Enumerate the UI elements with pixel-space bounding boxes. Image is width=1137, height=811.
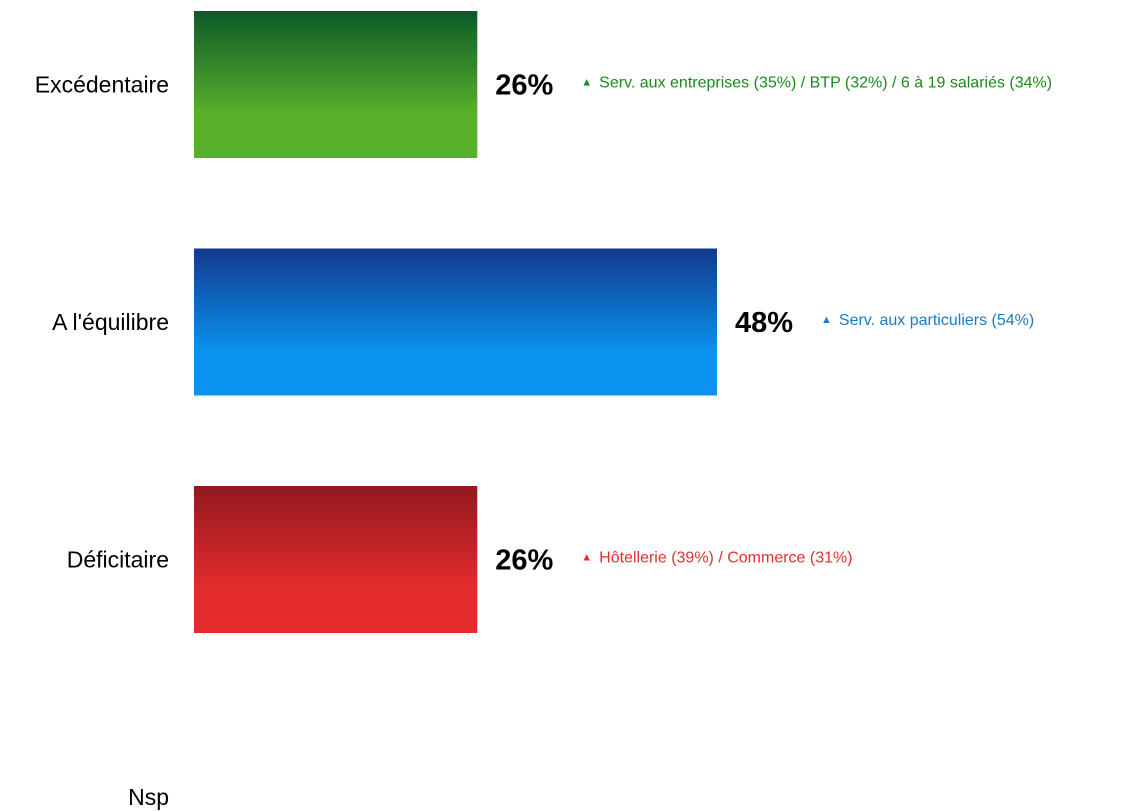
value-label-a-l-equilibre: 48%	[735, 307, 793, 339]
up-triangle-icon: ▲	[821, 314, 832, 326]
value-label-deficitaire: 26%	[495, 545, 553, 577]
labels-layer: Excédentaire 26% ▲ Serv. aux entreprises (3…	[35, 70, 1052, 811]
annotation-text: Hôtellerie (39%) / Commerce (31%)	[599, 550, 852, 567]
annotation-deficitaire: ▲ Hôtellerie (39%) / Commerce (31%)	[581, 550, 852, 567]
annotation-text: Serv. aux entreprises (35%) / BTP (32%) …	[599, 75, 1052, 92]
bars-layer	[194, 11, 717, 633]
category-label-deficitaire: Déficitaire	[67, 547, 169, 573]
up-triangle-icon: ▲	[581, 552, 592, 564]
category-label-a-l-equilibre: A l'équilibre	[52, 309, 169, 335]
up-triangle-icon: ▲	[581, 77, 592, 89]
annotation-a-l-equilibre: ▲ Serv. aux particuliers (54%)	[821, 312, 1034, 329]
value-label-excedentaire: 26%	[495, 70, 553, 102]
category-label-nsp: Nsp	[128, 784, 169, 810]
bar-a-l-equilibre	[194, 248, 717, 396]
bar-excedentaire	[194, 11, 478, 158]
bar-deficitaire	[194, 486, 478, 633]
annotation-text: Serv. aux particuliers (54%)	[839, 312, 1034, 329]
category-label-excedentaire: Excédentaire	[35, 72, 169, 98]
annotation-excedentaire: ▲ Serv. aux entreprises (35%) / BTP (32%)…	[581, 75, 1052, 92]
